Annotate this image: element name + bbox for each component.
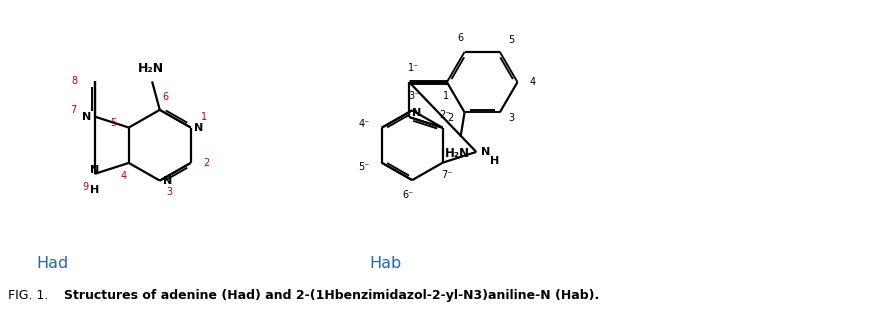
Text: 5: 5 <box>109 118 116 128</box>
Text: H: H <box>90 184 100 195</box>
Text: 1: 1 <box>443 91 449 101</box>
Text: Had: Had <box>37 256 68 271</box>
Text: 2: 2 <box>204 158 210 168</box>
Text: 3: 3 <box>508 113 514 123</box>
Text: H: H <box>489 156 499 166</box>
Text: FIG. 1.: FIG. 1. <box>8 289 52 302</box>
Text: 2: 2 <box>447 113 454 123</box>
Text: 1⁻: 1⁻ <box>408 63 419 74</box>
Text: H₂N: H₂N <box>445 147 470 160</box>
Text: N: N <box>163 176 172 186</box>
Text: 4: 4 <box>529 77 536 87</box>
Text: 6: 6 <box>163 92 169 102</box>
Text: 4: 4 <box>121 171 127 181</box>
Text: Structures of adenine (Had) and 2-(1Hbenzimidazol-2-yl-N3)aniline-N (Hab).: Structures of adenine (Had) and 2-(1Hben… <box>65 289 599 302</box>
Text: 3⁻: 3⁻ <box>409 91 420 100</box>
Text: 5: 5 <box>508 35 514 45</box>
Text: 2⁻: 2⁻ <box>439 110 451 120</box>
Text: N: N <box>480 147 490 157</box>
Text: 5⁻: 5⁻ <box>358 162 369 171</box>
Text: 6: 6 <box>458 33 464 43</box>
Text: 6⁻: 6⁻ <box>402 190 414 200</box>
Text: 9: 9 <box>83 182 89 191</box>
Text: H₂N: H₂N <box>138 62 164 75</box>
Text: 1: 1 <box>200 112 206 122</box>
Text: N: N <box>90 165 100 175</box>
Text: N: N <box>412 108 422 118</box>
Text: 7: 7 <box>70 105 76 115</box>
Text: 7⁻: 7⁻ <box>441 171 452 180</box>
Text: 3: 3 <box>166 187 172 197</box>
Text: 8: 8 <box>72 76 78 86</box>
Text: 4⁻: 4⁻ <box>358 119 369 129</box>
Text: N: N <box>194 123 203 133</box>
Text: Hab: Hab <box>369 256 402 271</box>
Text: N: N <box>82 112 92 122</box>
